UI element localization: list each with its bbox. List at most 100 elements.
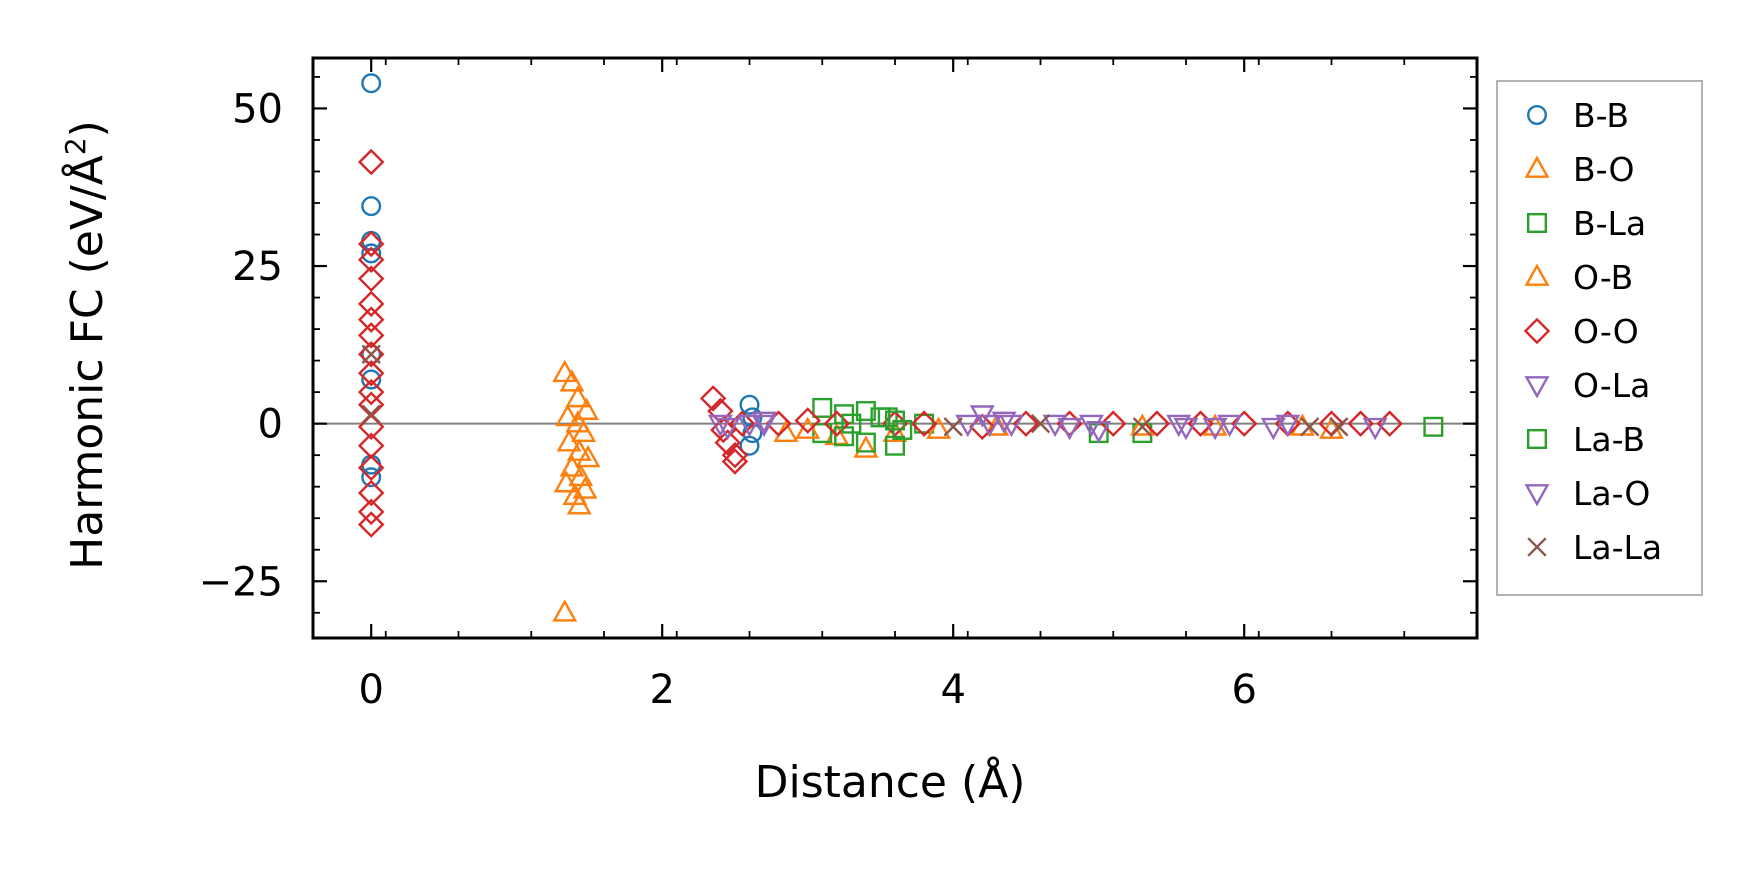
data-point (572, 476, 598, 499)
data-point (357, 322, 385, 349)
data-point (361, 243, 382, 264)
legend-marker (1524, 484, 1550, 507)
data-point (855, 432, 876, 453)
data-point (566, 492, 592, 515)
y-tick-label: 50 (232, 86, 283, 132)
data-point (955, 414, 981, 438)
data-point (575, 444, 601, 468)
data-point (566, 438, 592, 461)
legend-label: B-B (1573, 96, 1629, 135)
y-axis-title-main: Harmonic FC (eV/Å (60, 155, 113, 570)
data-point (357, 230, 385, 258)
data-point (926, 416, 952, 439)
data-point (853, 435, 879, 458)
data-point (707, 414, 733, 438)
data-point (721, 441, 749, 469)
y-axis-title-sup: 2 (59, 137, 92, 155)
data-point (1260, 417, 1286, 441)
data-point (357, 359, 385, 387)
data-point (361, 467, 382, 488)
data-point (1057, 417, 1083, 441)
legend-label: O-O (1573, 312, 1639, 351)
data-point (361, 73, 382, 94)
data-point (737, 414, 762, 438)
legend-marker (1526, 429, 1547, 450)
legend-label: La-La (1573, 528, 1662, 567)
legend-marker (1526, 212, 1547, 233)
legend-label: La-O (1573, 474, 1650, 513)
data-point (715, 417, 741, 441)
data-point (1329, 417, 1349, 437)
data-point (812, 397, 833, 418)
data-point (357, 378, 385, 406)
data-point (357, 290, 385, 318)
data-point (1202, 417, 1228, 441)
data-point (574, 397, 600, 420)
legend-label: B-La (1573, 204, 1646, 243)
data-point (361, 369, 382, 390)
legend-marker (1524, 376, 1550, 399)
data-point (812, 423, 833, 444)
data-point (870, 407, 891, 428)
data-point (739, 394, 760, 415)
y-tick-label: −25 (199, 559, 283, 605)
data-point (556, 429, 582, 452)
legend-marker (1526, 104, 1547, 125)
data-point (885, 435, 906, 456)
data-point (357, 511, 385, 538)
legend-label: O-La (1573, 366, 1650, 405)
data-point (1042, 414, 1068, 438)
data-point (1423, 416, 1444, 437)
data-point (552, 359, 578, 383)
x-axis: 0 2 4 6 (358, 58, 1406, 713)
data-point (552, 599, 578, 622)
legend-marker (1523, 317, 1551, 345)
data-point (1275, 414, 1301, 438)
data-point (1078, 414, 1104, 438)
series-o-o (357, 148, 1403, 538)
data-point (565, 384, 591, 408)
data-point (751, 411, 777, 434)
data-point (892, 419, 913, 440)
data-point (559, 454, 585, 477)
data-point (991, 411, 1017, 434)
data-point (361, 404, 381, 424)
y-tick-label: 25 (232, 244, 283, 290)
data-point (361, 196, 382, 217)
data-point (559, 369, 585, 392)
data-point (721, 448, 749, 475)
plot-frame (311, 56, 1479, 640)
data-point (1132, 417, 1152, 437)
data-point (1362, 417, 1388, 441)
x-tick-label: 6 (1231, 667, 1256, 713)
data-point (1100, 410, 1127, 437)
legend-marker (1527, 537, 1547, 557)
legend-marker (1524, 155, 1550, 178)
y-tick-label: 0 (258, 402, 283, 448)
data-point (977, 414, 1003, 438)
series-b-la (812, 397, 1444, 456)
data-point (555, 403, 581, 427)
data-point (357, 479, 385, 507)
data-point (1030, 414, 1051, 434)
legend-label: B-O (1573, 150, 1634, 189)
data-point (943, 417, 963, 437)
data-point (571, 419, 597, 443)
legend-marker (1524, 263, 1550, 286)
data-point (1230, 410, 1258, 437)
data-point (357, 306, 385, 333)
data-point (823, 410, 851, 437)
series-la-b (841, 407, 913, 440)
data-point (357, 498, 385, 526)
data-point (357, 454, 385, 482)
x-tick-label: 0 (358, 667, 383, 713)
data-point (357, 246, 385, 273)
data-point (1012, 410, 1040, 437)
data-point (795, 416, 821, 439)
legend: B-B B-O B-La O-B O-O O-La La-B La-O La-La (1496, 80, 1703, 596)
series-b-o (552, 359, 908, 622)
data-point (914, 413, 935, 434)
data-point (361, 344, 381, 364)
series-la-la (361, 344, 1349, 437)
